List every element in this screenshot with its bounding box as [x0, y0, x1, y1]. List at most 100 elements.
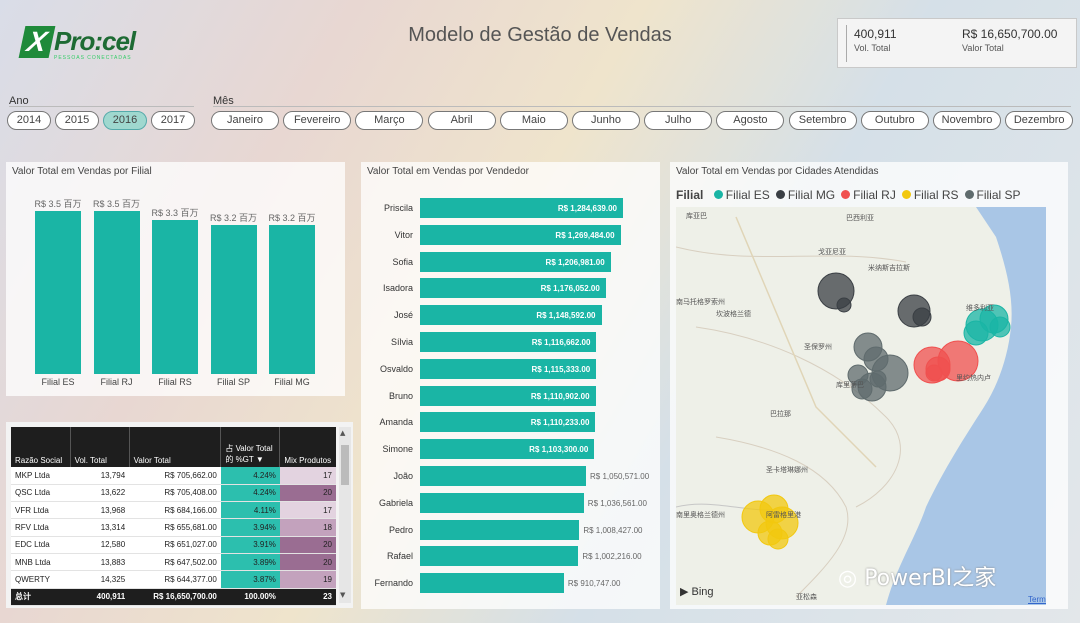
sort-desc-icon[interactable]: ▼	[255, 455, 264, 464]
filial-bar[interactable]	[210, 224, 257, 374]
table-row[interactable]: QSC Ltda 13,622 R$ 705,408.00 4.24% 20	[11, 484, 336, 503]
map-place-label: 米纳斯吉拉斯	[868, 264, 910, 272]
mes-option-julho[interactable]: Julho	[644, 111, 713, 130]
mes-slicer-label: Mês	[213, 95, 234, 107]
cell-vol-total: 13,883	[70, 553, 130, 572]
vendedor-name: Vitor	[394, 229, 413, 240]
cell-pct-gt: 3.87%	[220, 570, 280, 589]
filial-bar[interactable]	[152, 220, 198, 374]
col-valor-total[interactable]: Valor Total	[129, 427, 222, 467]
vendedor-chart-panel: Valor Total em Vendas por Vendedor Prisc…	[361, 162, 660, 609]
map-bubble[interactable]	[767, 528, 789, 550]
map-legend: Filial Filial ES Filial MG Filial RJ Filial…	[676, 186, 1021, 204]
map-bubble[interactable]	[869, 370, 887, 388]
table-row[interactable]: MNB Ltda 13,883 R$ 647,502.00 3.89% 20	[11, 553, 336, 572]
mes-option-abril[interactable]: Abril	[427, 111, 496, 130]
map-bubble[interactable]	[963, 320, 989, 346]
vendedor-name: José	[393, 310, 413, 321]
scrollbar-thumb[interactable]	[341, 445, 349, 485]
vendedor-bar[interactable]	[420, 198, 623, 218]
road	[735, 216, 877, 468]
vendedor-name: Rafael	[386, 551, 413, 562]
map-svg	[676, 207, 1046, 605]
vendedor-bar[interactable]	[420, 492, 584, 513]
mes-option-novembro[interactable]: Novembro	[933, 111, 1001, 130]
terms-link[interactable]: Terms	[1028, 595, 1046, 604]
vendedor-name: João	[393, 471, 413, 481]
filial-chart-title: Valor Total em Vendas por Filial	[12, 166, 152, 177]
vendedor-value: R$ 1,284,639.00	[557, 204, 617, 213]
col-vol-total[interactable]: Vol. Total	[70, 427, 130, 467]
ano-option-2014[interactable]: 2014	[7, 111, 51, 130]
legend-item-filial-sp[interactable]: Filial SP	[964, 188, 1021, 202]
legend-item-filial-mg[interactable]: Filial MG	[775, 188, 835, 202]
cell-razao-social: MKP Ltda	[11, 467, 71, 485]
vendedor-bar[interactable]	[420, 358, 597, 379]
col-mix-produtos[interactable]: Mix Produtos	[279, 427, 336, 467]
map-place-label: 南马托格罗索州	[676, 298, 725, 306]
vendedor-value: R$ 1,036,561.00	[587, 498, 647, 508]
mes-option-janeiro[interactable]: Janeiro	[211, 111, 279, 130]
ano-option-2017[interactable]: 2017	[151, 111, 195, 130]
cell-razao-social: EDC Ltda	[11, 536, 71, 554]
ano-option-2015[interactable]: 2015	[55, 111, 99, 130]
table-row[interactable]: RFV Ltda 13,314 R$ 655,681.00 3.94% 18	[11, 518, 336, 537]
filial-bar[interactable]	[269, 224, 315, 374]
filial-bar[interactable]	[93, 211, 140, 374]
filial-bar-value: R$ 3.5 百万	[34, 199, 82, 209]
map-place-label: 圣卡塔琳娜州	[766, 466, 808, 474]
mes-option-setembro[interactable]: Setembro	[788, 111, 857, 130]
map-area[interactable]: 库亚巴 巴西利亚 戈亚尼亚 米纳斯吉拉斯 南马托格罗索州 坎波格兰德 圣保罗州 库里蒂巴 巴拉那…	[676, 207, 1046, 605]
vendedor-value: R$ 1,206,981.00	[545, 257, 605, 267]
vendedor-bar[interactable]	[420, 224, 621, 245]
vendedor-bar[interactable]	[420, 439, 595, 460]
filial-bar-value: R$ 3.5 百万	[92, 199, 141, 209]
filial-bar-value: R$ 3.2 百万	[209, 212, 258, 223]
mes-option-agosto[interactable]: Agosto	[716, 111, 785, 130]
vendedor-bar[interactable]	[420, 332, 597, 352]
vendedor-bar[interactable]	[420, 573, 564, 594]
legend-item-filial-rs[interactable]: Filial RS	[901, 188, 959, 202]
mes-option-dezembro[interactable]: Dezembro	[1005, 111, 1074, 130]
map-bubble[interactable]	[989, 316, 1011, 338]
ano-option-2016[interactable]: 2016	[103, 111, 147, 130]
legend-dot-icon	[775, 190, 785, 199]
vendedor-bar[interactable]	[420, 519, 580, 540]
vendedor-bar[interactable]	[420, 385, 596, 406]
map-bubble[interactable]	[836, 297, 852, 313]
table-row[interactable]: QWERTY 14,325 R$ 644,377.00 3.87% 19	[11, 570, 336, 589]
mes-option-março[interactable]: Março	[355, 111, 424, 130]
map-bubble[interactable]	[851, 378, 873, 400]
table-scrollbar[interactable]: ▲ ▼	[339, 427, 351, 603]
map-bubble[interactable]	[912, 307, 932, 327]
vendedor-bar[interactable]	[420, 278, 606, 299]
cell-razao-social: VFR Ltda	[11, 501, 71, 520]
vendedor-bar[interactable]	[420, 466, 586, 486]
col-pct-gt[interactable]: 占 Valor Total 的 %GT ▼	[220, 427, 281, 467]
filial-bar-category: Filial RS	[158, 377, 192, 387]
mes-option-outubro[interactable]: Outubro	[860, 111, 929, 130]
table-row[interactable]: VFR Ltda 13,968 R$ 684,166.00 4.11% 17	[11, 501, 336, 520]
vendedor-bar[interactable]	[420, 546, 579, 567]
vendedor-bar[interactable]	[420, 412, 596, 433]
mes-option-fevereiro[interactable]: Fevereiro	[283, 111, 352, 130]
mes-option-junho[interactable]: Junho	[572, 111, 640, 130]
mes-option-maio[interactable]: Maio	[499, 111, 568, 130]
table-row[interactable]: MKP Ltda 13,794 R$ 705,662.00 4.24% 17	[11, 467, 336, 485]
logo-text: Pro:cel	[54, 26, 136, 56]
scroll-up-icon[interactable]: ▲	[340, 429, 346, 437]
scroll-down-icon[interactable]: ▼	[340, 591, 346, 599]
total-mix: 23	[279, 588, 336, 606]
col-razao-social[interactable]: Razão Social	[11, 427, 71, 467]
legend-item-filial-rj[interactable]: Filial RJ	[841, 188, 896, 202]
vendedor-bar[interactable]	[420, 251, 611, 272]
kpi-valor-label: Valor Total	[962, 43, 1004, 53]
table-row[interactable]: EDC Ltda 12,580 R$ 651,027.00 3.91% 20	[11, 536, 336, 554]
map-bubble[interactable]	[925, 364, 943, 382]
vendedor-name: Bruno	[388, 390, 413, 401]
vendedor-bar[interactable]	[420, 305, 602, 326]
cell-razao-social: QWERTY	[11, 570, 71, 589]
filial-bar[interactable]	[35, 211, 81, 374]
legend-item-filial-es[interactable]: Filial ES	[713, 188, 770, 202]
cell-valor-total: R$ 705,662.00	[129, 467, 221, 485]
